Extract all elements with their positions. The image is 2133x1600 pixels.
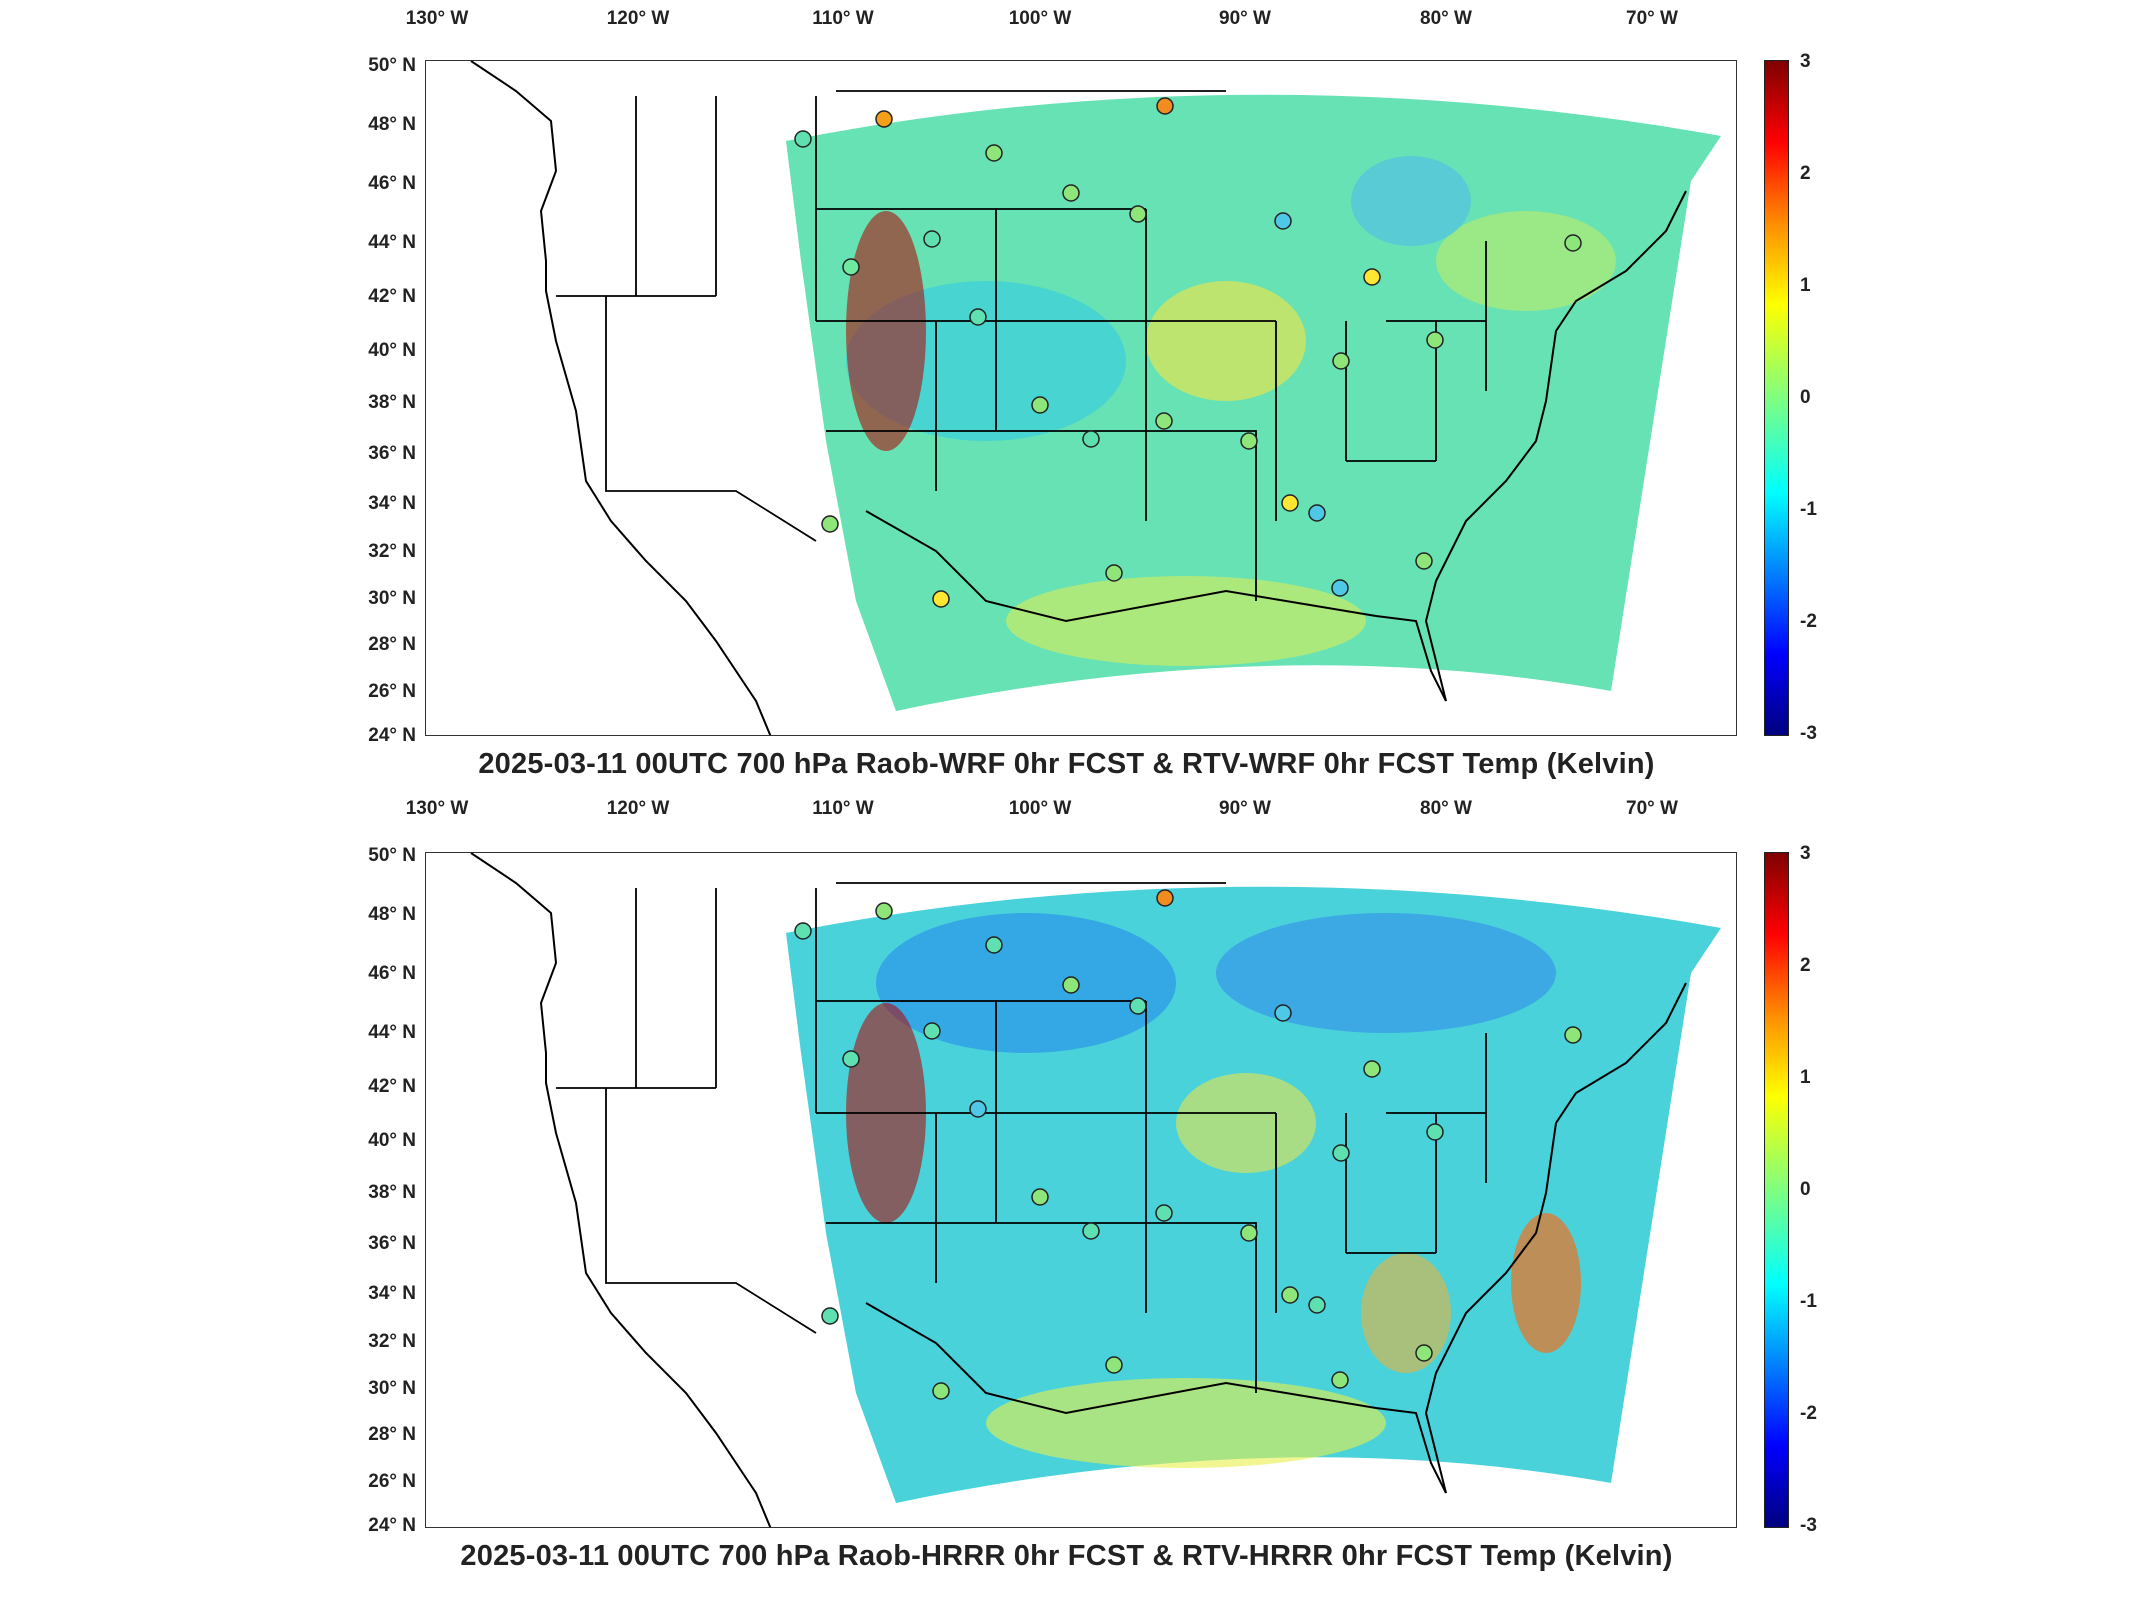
- lat-label: 30° N: [368, 1378, 416, 1399]
- lat-label: 40° N: [368, 340, 416, 361]
- coastline: [470, 61, 772, 735]
- warm-anomaly-region: [1146, 281, 1306, 401]
- colorbar: [1764, 852, 1789, 1528]
- hot-anomaly-region: [846, 211, 926, 451]
- lon-label: 120° W: [606, 8, 670, 29]
- lat-label: 28° N: [368, 634, 416, 655]
- state-borders: [556, 882, 1487, 1393]
- lon-label: 110° W: [812, 798, 874, 819]
- lat-label: 44° N: [368, 232, 416, 253]
- colorbar-tick: 2: [1800, 955, 1811, 976]
- lon-label: 130° W: [405, 8, 469, 29]
- lat-label: 48° N: [368, 904, 416, 925]
- lat-label: 40° N: [368, 1130, 416, 1151]
- lat-label: 46° N: [368, 173, 416, 194]
- lon-label: 100° W: [1008, 8, 1072, 29]
- colorbar-tick: 3: [1800, 843, 1811, 864]
- colorbar-tick: -3: [1800, 1515, 1817, 1536]
- station-markers: [794, 889, 1582, 1400]
- colorbar-tick: -2: [1800, 611, 1817, 632]
- warm-anomaly-region: [1006, 576, 1366, 666]
- atlantic-coastline: [1424, 982, 1687, 1494]
- lat-label: 38° N: [368, 1182, 416, 1203]
- atlantic-coastline: [1424, 190, 1687, 702]
- warm-anomaly-region: [1176, 1073, 1316, 1173]
- lat-label: 32° N: [368, 541, 416, 562]
- colorbar-tick: 1: [1800, 275, 1811, 296]
- lon-label: 130° W: [405, 798, 469, 819]
- lon-label: 80° W: [1420, 8, 1472, 29]
- lat-label: 34° N: [368, 1283, 416, 1304]
- lat-label: 28° N: [368, 1424, 416, 1445]
- colorbar-tick: 2: [1800, 163, 1811, 184]
- panel-hrrr: 130° W 120° W 110° W 100° W 90° W 80° W …: [0, 790, 2133, 1600]
- lat-label: 26° N: [368, 681, 416, 702]
- colorbar: [1764, 60, 1789, 736]
- panel-title: 2025-03-11 00UTC 700 hPa Raob-HRRR 0hr F…: [460, 1540, 1673, 1572]
- gulf-coastline: [865, 510, 1447, 702]
- colorbar-tick: 3: [1800, 51, 1811, 72]
- lat-label: 42° N: [368, 1076, 416, 1097]
- warm-anomaly-region: [1361, 1253, 1451, 1373]
- gulf-coastline: [865, 1302, 1447, 1494]
- lat-label: 46° N: [368, 963, 416, 984]
- lat-label: 50° N: [368, 845, 416, 866]
- lon-label: 90° W: [1219, 8, 1271, 29]
- cold-anomaly-region: [876, 913, 1176, 1053]
- map-plot-wrf: [425, 60, 1737, 736]
- station-markers: [794, 97, 1582, 608]
- lon-label: 70° W: [1626, 8, 1678, 29]
- warm-anomaly-region: [1511, 1213, 1581, 1353]
- lon-label: 100° W: [1008, 798, 1072, 819]
- coastline: [470, 853, 772, 1527]
- cold-anomaly-region: [1351, 156, 1471, 246]
- colorbar-tick: 1: [1800, 1067, 1811, 1088]
- lat-label: 24° N: [368, 1515, 416, 1536]
- lat-label: 36° N: [368, 443, 416, 464]
- lat-label: 44° N: [368, 1022, 416, 1043]
- colorbar-tick: -1: [1800, 499, 1817, 520]
- warm-anomaly-region: [1436, 211, 1616, 311]
- lat-label: 38° N: [368, 392, 416, 413]
- warm-anomaly-region: [986, 1378, 1386, 1468]
- lat-label: 24° N: [368, 725, 416, 746]
- lon-label: 70° W: [1626, 798, 1678, 819]
- lat-label: 42° N: [368, 286, 416, 307]
- map-plot-hrrr: [425, 852, 1737, 1528]
- panel-wrf: 130° W 120° W 110° W 100° W 90° W 80° W …: [0, 0, 2133, 790]
- colorbar-tick: -3: [1800, 723, 1817, 744]
- lat-label: 34° N: [368, 493, 416, 514]
- colorbar-tick: -1: [1800, 1291, 1817, 1312]
- cold-anomaly-region: [1216, 913, 1556, 1033]
- lon-label: 90° W: [1219, 798, 1271, 819]
- lat-label: 26° N: [368, 1471, 416, 1492]
- colorbar-tick: 0: [1800, 387, 1811, 408]
- colorbar-tick: -2: [1800, 1403, 1817, 1424]
- lat-label: 48° N: [368, 114, 416, 135]
- lon-label: 110° W: [812, 8, 874, 29]
- lon-label: 120° W: [606, 798, 670, 819]
- lon-label: 80° W: [1420, 798, 1472, 819]
- lat-label: 30° N: [368, 588, 416, 609]
- colorbar-tick: 0: [1800, 1179, 1811, 1200]
- panel-title: 2025-03-11 00UTC 700 hPa Raob-WRF 0hr FC…: [478, 748, 1655, 780]
- lat-label: 36° N: [368, 1233, 416, 1254]
- state-borders: [556, 90, 1487, 601]
- lat-label: 50° N: [368, 55, 416, 76]
- lat-label: 32° N: [368, 1331, 416, 1352]
